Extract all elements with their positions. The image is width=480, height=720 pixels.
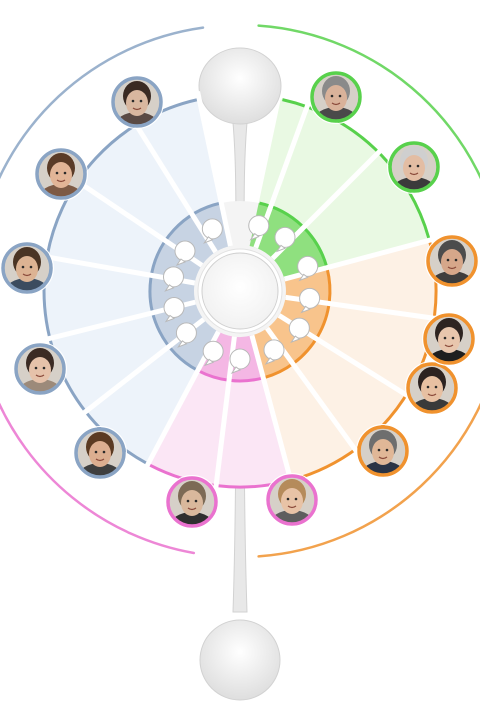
- green-outer-arc: [257, 24, 480, 180]
- avatar: [13, 342, 67, 396]
- avatar: [356, 424, 410, 478]
- avatar-photo: [3, 244, 51, 292]
- speech-bubble-icon: [202, 340, 224, 367]
- avatar-ring: [1, 242, 53, 294]
- speech-bubble-icon: [263, 339, 285, 365]
- avatar: [265, 473, 319, 527]
- avatar-ring: [388, 141, 440, 193]
- avatar-ring: [426, 235, 478, 287]
- speech-bubble-icon: [297, 255, 319, 282]
- avatar: [405, 361, 459, 415]
- blue-outer-arc: [0, 26, 205, 180]
- sector-divider: [195, 90, 233, 247]
- orange-inner-rim: [263, 268, 332, 380]
- avatar: [309, 70, 363, 124]
- speech-bubble-icon: [175, 322, 197, 348]
- speech-bubbles-layer: [162, 215, 321, 375]
- avatar-ring: [310, 71, 362, 123]
- speech-bubble-icon: [162, 266, 184, 292]
- avatar: [73, 426, 127, 480]
- avatar: [110, 75, 164, 129]
- avatar-ring: [423, 313, 475, 365]
- speech-bubble-icon: [174, 240, 196, 267]
- avatar-ring: [166, 476, 218, 528]
- sector-divider: [249, 334, 296, 489]
- avatar: [387, 140, 441, 194]
- avatar: [0, 241, 54, 295]
- avatar-ring: [266, 474, 318, 526]
- avatar-ring: [35, 148, 87, 200]
- avatar-ring: [14, 343, 66, 395]
- avatar: [34, 147, 88, 201]
- speech-bubble-icon: [163, 296, 185, 323]
- speech-bubble-icon: [274, 226, 296, 253]
- avatar: [422, 312, 476, 366]
- avatar-ring: [357, 425, 409, 477]
- outer-arcs-layer: [0, 24, 480, 558]
- avatars-layer: [0, 70, 479, 529]
- avatar: [165, 475, 219, 529]
- sector-divider: [129, 116, 218, 254]
- center-hub: [201, 252, 279, 330]
- pink-outer-arc: [0, 402, 196, 555]
- center-hub-layer: [197, 248, 283, 334]
- orange-outer-arc: [257, 402, 480, 558]
- avatar-ring: [111, 76, 163, 128]
- speech-bubble-icon: [299, 287, 321, 314]
- avatar: [425, 234, 479, 288]
- avatar-ring: [74, 427, 126, 479]
- speech-bubble-icon: [248, 215, 270, 241]
- bottom-bulb: [199, 619, 281, 701]
- speech-bubble-icon: [201, 218, 223, 244]
- speech-bubble-icon: [229, 348, 251, 375]
- speech-bubble-icon: [288, 317, 310, 344]
- top-bulb: [198, 47, 282, 125]
- avatar-ring: [406, 362, 458, 414]
